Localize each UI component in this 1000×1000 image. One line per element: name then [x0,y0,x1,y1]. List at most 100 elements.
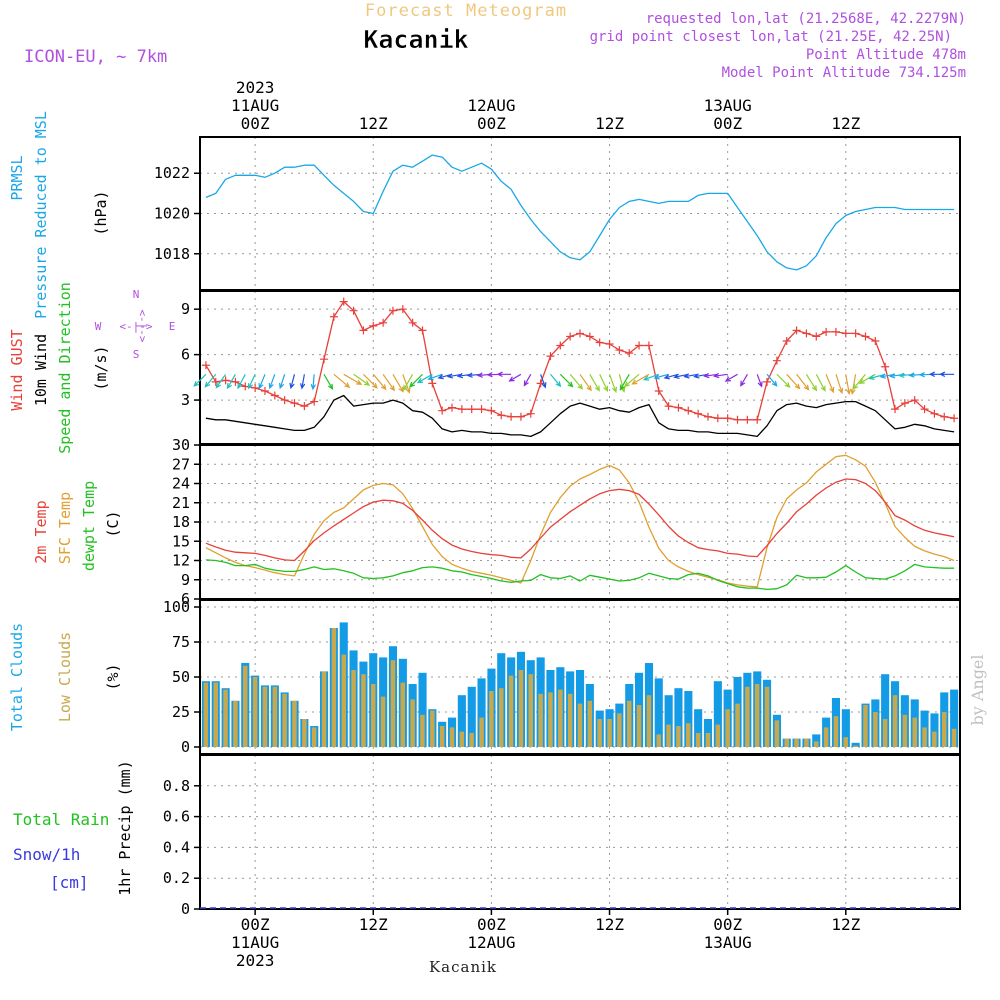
low-clouds-bar [479,717,484,747]
gust-marker [507,412,516,421]
total-clouds-bar [930,713,939,747]
wind-direction-arrow [683,373,699,379]
gust-marker [201,361,210,370]
low-clouds-bar [499,688,504,747]
low-clouds-bar [272,686,278,747]
sfc-temp-line [205,454,955,588]
location-title: Kacanik [363,25,468,54]
wind-direction-arrow [589,374,600,392]
gust-marker [428,379,437,388]
low-clouds-bar [695,733,701,747]
wind-line [205,394,955,438]
dewpt-line [205,559,955,591]
wind-direction-arrow [508,373,522,382]
y-tick-label: 75 [172,633,190,651]
wind-label: 10m Wind [32,334,50,406]
total-clouds-bar [851,742,860,747]
compass-e: E [169,320,176,333]
low-clouds-bar [439,726,445,747]
wind-direction-label: Speed and Direction [56,282,74,454]
wind-direction-arrow [815,374,826,392]
gust-marker [723,414,732,423]
gust-marker [792,326,801,335]
wind-direction-arrow [623,373,640,388]
low-clouds-bar [558,689,563,747]
temp-unit: (C) [104,510,122,537]
gust-marker [477,405,486,414]
y-tick-label: 3 [181,391,190,409]
wind-direction-arrow [579,373,592,392]
wind-direction-arrow [569,373,584,390]
low-clouds-bar [617,713,622,747]
gust-marker [408,318,417,327]
gust-marker [930,409,939,418]
low-clouds-bar [243,665,248,747]
low-clouds-bar [331,628,337,747]
wind-direction-arrow [416,373,433,384]
low-clouds-bar [873,712,878,747]
low-clouds-bar [951,728,957,747]
low-clouds-bar [686,723,691,747]
gust-marker [871,336,880,345]
wind-direction-arrow [550,373,562,388]
gust-marker [822,327,831,336]
low-clouds-bar [223,689,228,747]
total-clouds-bar [457,695,466,747]
wind-direction-arrow [608,374,617,393]
compass-arrows-h: <-|-> [119,320,152,333]
wind-direction-arrow [353,373,371,386]
wind-direction-arrow [852,373,866,390]
low-clouds-bar [843,737,848,747]
gust-marker [605,340,614,349]
panels: 1018102010223696912151821242730025507510… [154,136,961,918]
y-tick-label: 0 [181,900,190,918]
low-clouds-bar [252,677,258,747]
wind-direction-arrow [599,374,608,393]
product-title: Forecast Meteogram [365,1,567,21]
gust-marker [595,338,604,347]
y-tick-label: 1018 [154,245,190,263]
gust-marker [772,356,781,365]
wind-direction-arrow [939,371,955,378]
wind-direction-arrow [496,371,512,378]
snow-unit: [cm] [50,873,89,892]
gust-marker [359,326,368,335]
low-clouds-bar [548,692,553,747]
gust-marker [418,326,427,335]
bottom-time-label: 2023 [236,951,275,970]
gust-marker [674,403,683,412]
wind-direction-arrow [372,373,387,391]
gust-marker [556,341,565,350]
wind-direction-arrow [226,374,236,390]
bottom-time-label: 11AUG [231,933,279,952]
low-clouds-bar [607,719,612,747]
gust-marker [782,336,791,345]
bottom-time-label: 00Z [477,915,506,934]
low-clouds-bar [853,745,858,747]
precip-unit: 1hr Precip (mm) [116,760,134,895]
wind-direction-arrow [248,374,256,390]
gust-marker [388,306,397,315]
gust-marker [831,327,840,336]
model-altitude: Model Point Altitude 734.125m [722,65,966,81]
gust-marker [891,405,900,414]
point-altitude: Point Altitude 478m [806,47,966,63]
wind-direction-arrow [268,374,276,390]
pressure-label-prmsl: PRMSL [8,155,26,200]
wind-direction-arrow [343,373,363,386]
total-clouds-bar [467,686,476,747]
wind-direction-arrow [713,372,728,379]
low-clouds-bar [577,703,583,747]
y-tick-label: 1020 [154,205,190,223]
y-tick-label: 0 [181,738,190,756]
low-clouds-bar [567,693,573,747]
low-clouds-bar [233,700,238,747]
gust-marker [221,376,230,385]
low-clouds-bar [892,695,898,747]
wind-direction-arrow [619,374,630,391]
wind-direction-arrow [323,373,334,391]
low-clouds-bar [902,714,908,747]
gust-marker [300,402,309,411]
